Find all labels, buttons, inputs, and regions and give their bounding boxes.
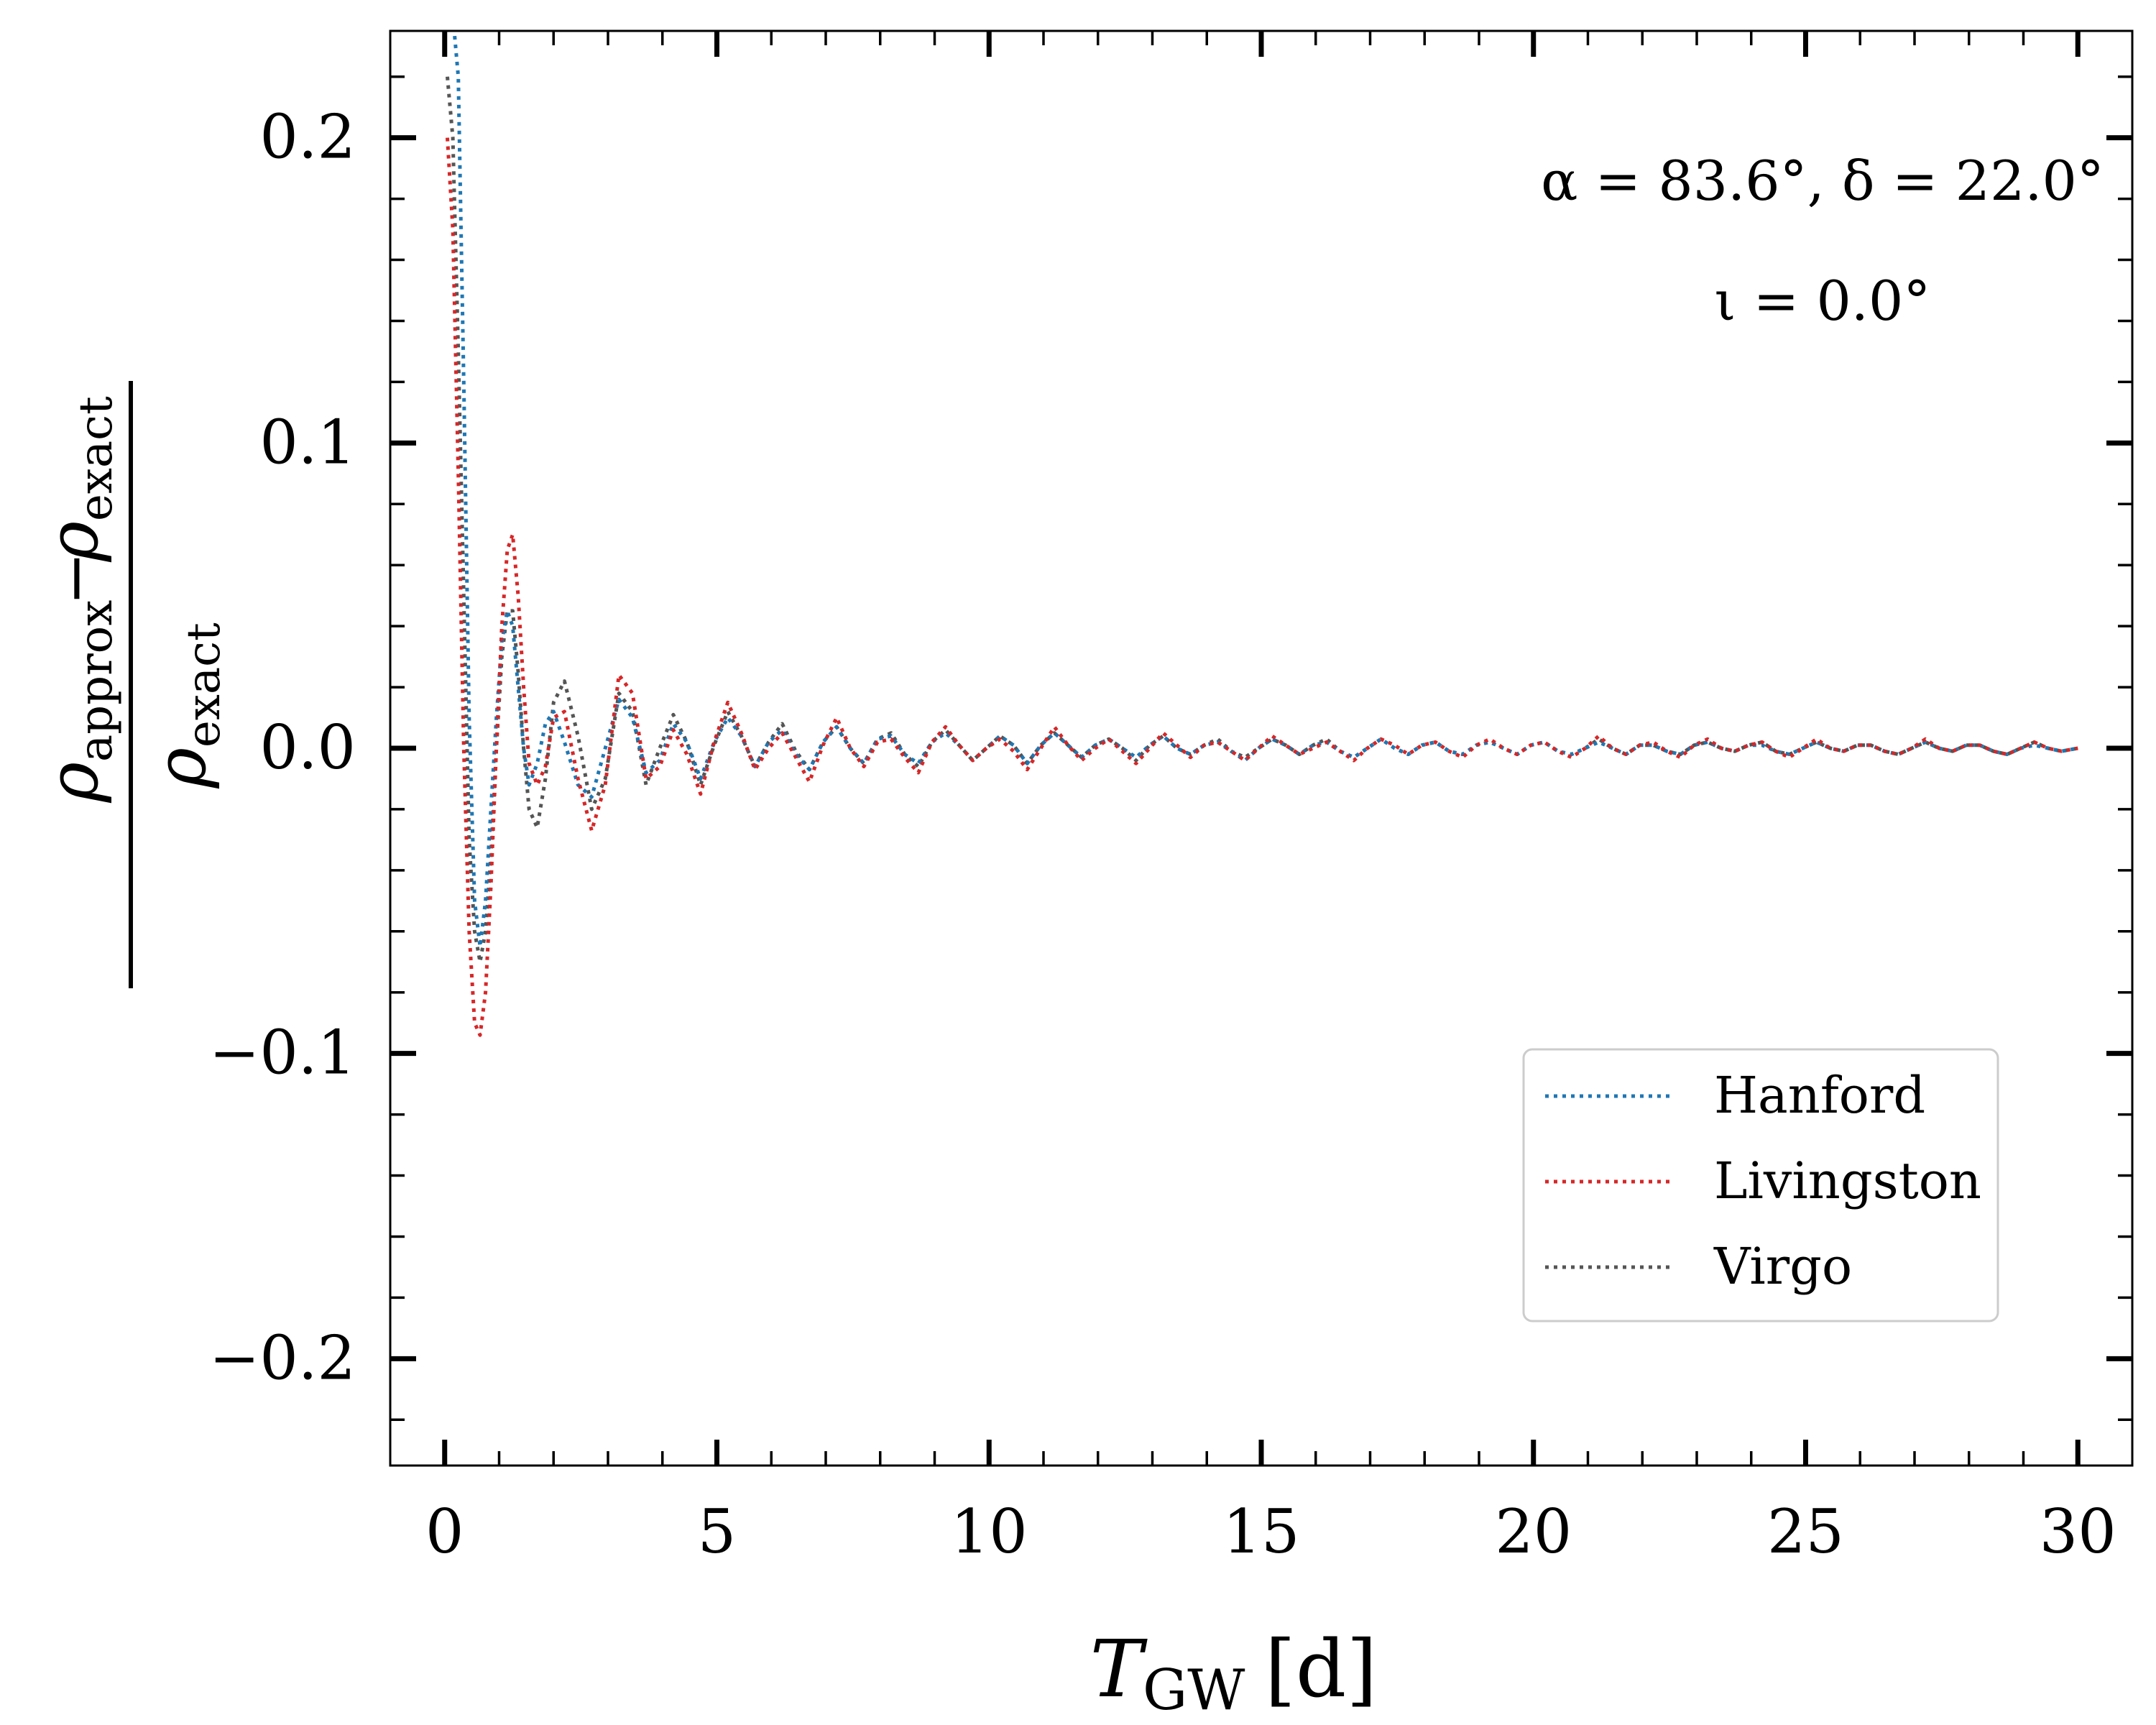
legend-label-hanford: Hanford [1714, 1066, 1925, 1125]
x-tick-label: 25 [1767, 1496, 1844, 1567]
x-label-main: T [1090, 1623, 1148, 1715]
y-label-den-rho: ρ [141, 748, 221, 788]
annotation-ra-dec: α = 83.6°, δ = 22.0° [1541, 149, 2104, 213]
series-line-virgo [446, 76, 2078, 964]
y-tick-label: −0.1 [209, 1018, 356, 1088]
legend-label-livingston: Livingston [1714, 1151, 1981, 1210]
x-tick-label: 10 [951, 1496, 1028, 1567]
x-label-sub: GW [1143, 1658, 1245, 1723]
y-axis-label: ρ approx − ρ exact ρ exact [33, 381, 231, 988]
legend-box [1522, 1048, 1999, 1322]
series-line-hanford [452, 31, 2078, 949]
x-tick-label: 30 [2040, 1496, 2116, 1567]
series-line-livingston [446, 137, 2078, 1037]
x-tick-label: 0 [425, 1496, 464, 1567]
y-label-num-sub-a: approx [70, 600, 123, 762]
legend: Hanford Livingston Virgo [1522, 1048, 1999, 1322]
y-label-num-sub-b: exact [70, 396, 123, 521]
y-tick-label: 0.1 [259, 407, 356, 477]
y-tick-label: 0.0 [259, 712, 356, 783]
legend-label-virgo: Virgo [1713, 1237, 1852, 1296]
y-tick-labels: −0.2 −0.1 0.0 0.1 0.2 [209, 102, 356, 1394]
annotation-inclination: ι = 0.0° [1715, 269, 1931, 333]
x-tick-label: 5 [698, 1496, 736, 1567]
ticks-layer [390, 31, 2132, 1466]
y-label-num-rho-b: ρ [33, 521, 114, 562]
x-axis-label: T GW [d] [1090, 1623, 1378, 1723]
x-label-unit: [d] [1265, 1623, 1377, 1715]
y-label-num-op: − [37, 551, 113, 605]
x-tick-label: 20 [1495, 1496, 1572, 1567]
y-label-num-rho-a: ρ [33, 762, 114, 803]
y-tick-label: −0.2 [209, 1322, 356, 1393]
x-tick-label: 15 [1223, 1496, 1300, 1567]
x-tick-labels: 0 5 10 15 20 25 30 [425, 1496, 2116, 1567]
y-label-den-sub: exact [178, 622, 231, 748]
y-tick-label: 0.2 [259, 102, 356, 172]
series-layer [446, 31, 2078, 1037]
plot-frame [389, 29, 2134, 1467]
